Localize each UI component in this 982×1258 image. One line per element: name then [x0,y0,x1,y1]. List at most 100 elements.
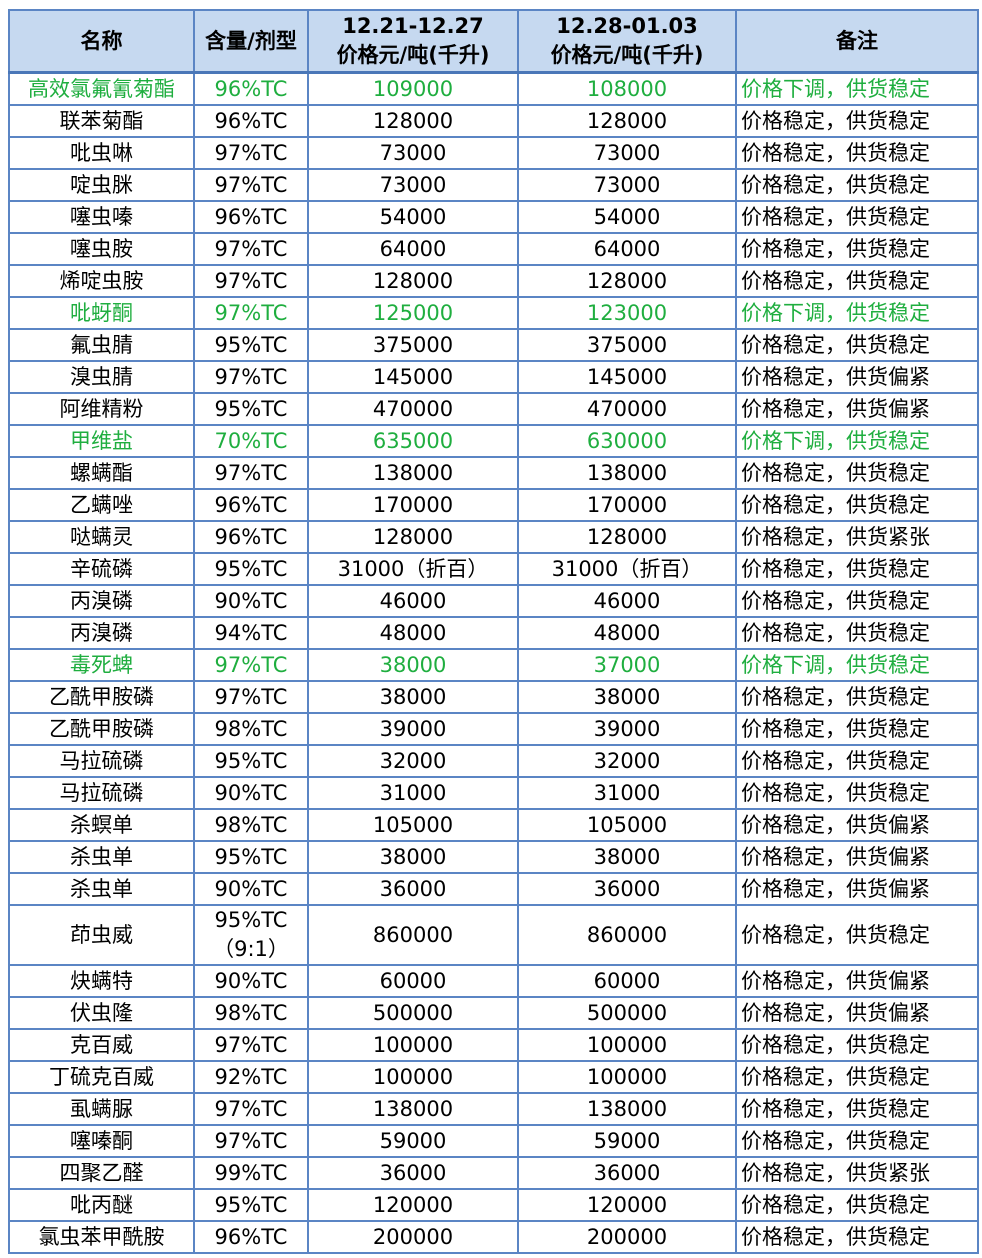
note-cell: 价格稳定，供货稳定 [735,1188,979,1222]
table-row: 伏虫隆 98%TC 500000 500000 价格稳定，供货偏紧 [8,996,979,1030]
note-cell: 价格稳定，供货稳定 [735,328,979,362]
price-week2-cell: 128000 [517,520,737,554]
price-week1-cell: 39000 [307,712,519,746]
note-cell: 价格下调，供货稳定 [735,424,979,458]
spec-cell: 96%TC [193,488,309,522]
price-week1-cell: 59000 [307,1124,519,1158]
spec-cell: 90%TC [193,964,309,998]
note-cell: 价格稳定，供货偏紧 [735,392,979,426]
table-row: 啶虫脒 97%TC 73000 73000 价格稳定，供货稳定 [8,168,979,202]
price-week1-cell: 31000 [307,776,519,810]
table-row: 甲维盐 70%TC 635000 630000 价格下调，供货稳定 [8,424,979,458]
price-week1-cell: 48000 [307,616,519,650]
header-week1: 12.21-12.27 价格元/吨(千升) [307,9,519,74]
name-cell: 吡虫啉 [8,136,195,170]
name-cell: 氟虫腈 [8,328,195,362]
header-name: 名称 [8,9,195,74]
note-cell: 价格稳定，供货稳定 [735,264,979,298]
spec-cell: 95%TC [193,552,309,586]
name-cell: 乙酰甲胺磷 [8,680,195,714]
name-cell: 辛硫磷 [8,552,195,586]
price-week2-cell: 37000 [517,648,737,682]
price-week2-cell: 120000 [517,1188,737,1222]
note-cell: 价格稳定，供货稳定 [735,552,979,586]
spec-cell: 95%TC [193,840,309,874]
note-cell: 价格稳定，供货稳定 [735,200,979,234]
note-cell: 价格稳定，供货稳定 [735,456,979,490]
price-week1-cell: 100000 [307,1028,519,1062]
name-cell: 乙酰甲胺磷 [8,712,195,746]
table-row: 氟虫腈 95%TC 375000 375000 价格稳定，供货稳定 [8,328,979,362]
price-week2-cell: 128000 [517,104,737,138]
table-row: 丙溴磷 94%TC 48000 48000 价格稳定，供货稳定 [8,616,979,650]
table-row: 四聚乙醛 99%TC 36000 36000 价格稳定，供货紧张 [8,1156,979,1190]
price-week1-cell: 73000 [307,168,519,202]
note-cell: 价格稳定，供货稳定 [735,904,979,966]
spec-cell: 97%TC [193,168,309,202]
note-cell: 价格稳定，供货稳定 [735,1124,979,1158]
price-week2-cell: 500000 [517,996,737,1030]
note-cell: 价格稳定，供货紧张 [735,1156,979,1190]
header-note: 备注 [735,9,979,74]
name-cell: 联苯菊酯 [8,104,195,138]
table-row: 乙酰甲胺磷 97%TC 38000 38000 价格稳定，供货稳定 [8,680,979,714]
spec-cell: 97%TC [193,296,309,330]
note-cell: 价格稳定，供货稳定 [735,488,979,522]
table-row: 杀螟单 98%TC 105000 105000 价格稳定，供货偏紧 [8,808,979,842]
name-cell: 阿维精粉 [8,392,195,426]
price-week1-cell: 145000 [307,360,519,394]
note-cell: 价格稳定，供货稳定 [735,616,979,650]
price-week1-cell: 500000 [307,996,519,1030]
price-week1-cell: 64000 [307,232,519,266]
note-cell: 价格下调，供货稳定 [735,648,979,682]
header-week2-unit: 价格元/吨(千升) [550,43,704,67]
note-cell: 价格稳定，供货稳定 [735,104,979,138]
price-week1-cell: 38000 [307,840,519,874]
note-cell: 价格稳定，供货稳定 [735,776,979,810]
table-row: 氯虫苯甲酰胺 96%TC 200000 200000 价格稳定，供货稳定 [8,1220,979,1254]
price-week1-cell: 375000 [307,328,519,362]
note-cell: 价格稳定，供货紧张 [735,520,979,554]
note-cell: 价格稳定，供货稳定 [735,1092,979,1126]
table-row: 联苯菊酯 96%TC 128000 128000 价格稳定，供货稳定 [8,104,979,138]
name-cell: 啶虫脒 [8,168,195,202]
spec-cell: 95%TC [193,392,309,426]
name-cell: 四聚乙醛 [8,1156,195,1190]
spec-cell: 97%TC [193,1124,309,1158]
spec-cell: 95%TC [193,328,309,362]
price-week1-cell: 138000 [307,1092,519,1126]
price-week2-cell: 630000 [517,424,737,458]
price-week1-cell: 54000 [307,200,519,234]
spec-cell: 97%TC [193,648,309,682]
price-week1-cell: 73000 [307,136,519,170]
price-week1-cell: 125000 [307,296,519,330]
note-cell: 价格稳定，供货稳定 [735,136,979,170]
price-week2-cell: 105000 [517,808,737,842]
name-cell: 丙溴磷 [8,616,195,650]
note-cell: 价格稳定，供货偏紧 [735,872,979,906]
note-cell: 价格稳定，供货稳定 [735,680,979,714]
table-row: 马拉硫磷 90%TC 31000 31000 价格稳定，供货稳定 [8,776,979,810]
price-week2-cell: 200000 [517,1220,737,1254]
price-week1-cell: 128000 [307,264,519,298]
price-week2-cell: 123000 [517,296,737,330]
note-cell: 价格稳定，供货稳定 [735,1060,979,1094]
table-row: 高效氯氟氰菊酯 96%TC 109000 108000 价格下调，供货稳定 [8,71,979,106]
table-row: 茚虫威 95%TC（9:1） 860000 860000 价格稳定，供货稳定 [8,904,979,966]
price-week2-cell: 170000 [517,488,737,522]
price-table: 名称 含量/剂型 12.21-12.27 价格元/吨(千升) 12.28-01.0… [8,9,979,1254]
note-cell: 价格稳定，供货稳定 [735,1028,979,1062]
name-cell: 哒螨灵 [8,520,195,554]
table-row: 虱螨脲 97%TC 138000 138000 价格稳定，供货稳定 [8,1092,979,1126]
price-week1-cell: 860000 [307,904,519,966]
price-week1-cell: 128000 [307,104,519,138]
spec-cell: 97%TC [193,264,309,298]
table-row: 吡丙醚 95%TC 120000 120000 价格稳定，供货稳定 [8,1188,979,1222]
table-row: 辛硫磷 95%TC 31000（折百） 31000（折百） 价格稳定，供货稳定 [8,552,979,586]
name-cell: 虱螨脲 [8,1092,195,1126]
spec-cell: 90%TC [193,584,309,618]
name-cell: 马拉硫磷 [8,776,195,810]
spec-cell: 95%TC（9:1） [193,904,309,966]
price-week1-cell: 200000 [307,1220,519,1254]
note-cell: 价格下调，供货稳定 [735,296,979,330]
